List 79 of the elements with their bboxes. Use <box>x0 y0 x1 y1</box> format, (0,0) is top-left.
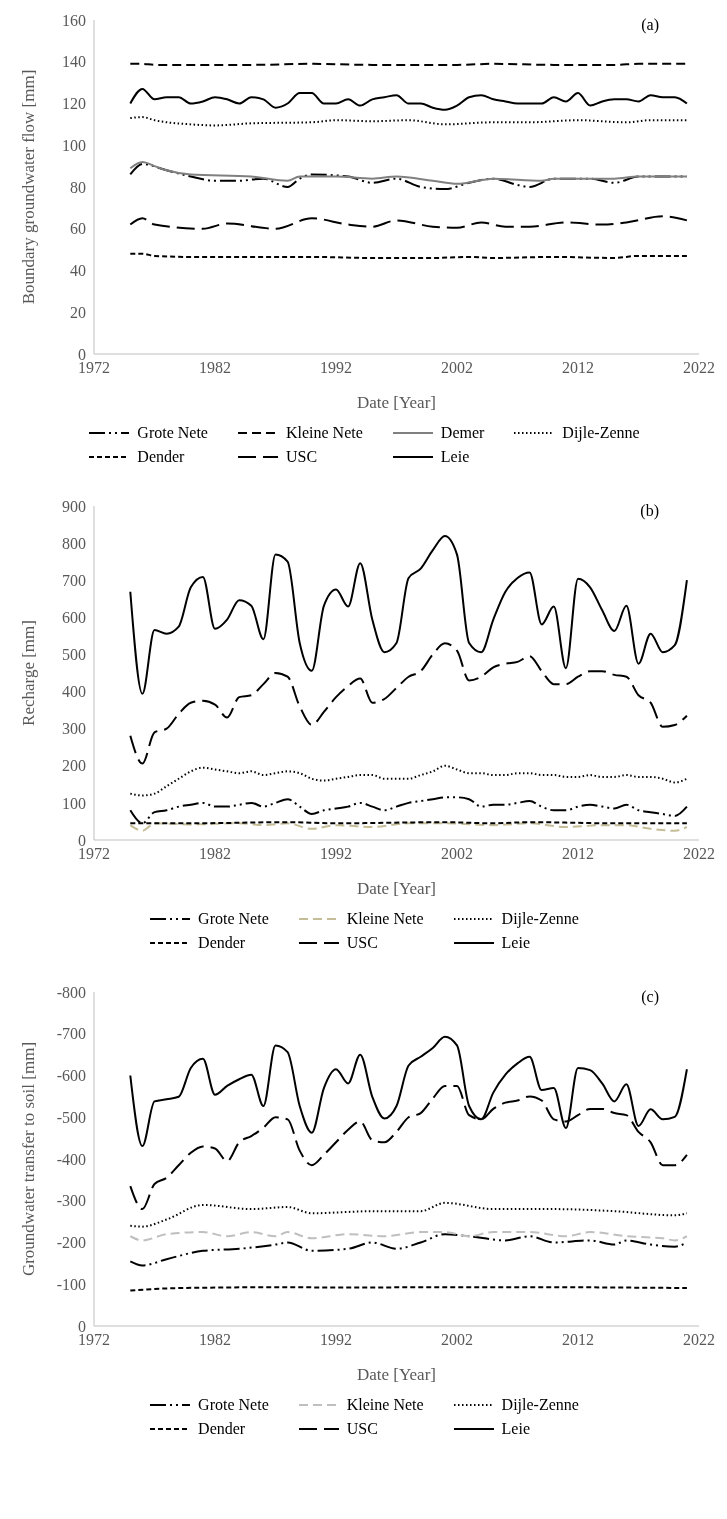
annotation: (c) <box>641 988 659 1006</box>
x-tick-label: 1982 <box>199 845 231 863</box>
x-axis-title: Date [Year] <box>357 1365 436 1384</box>
line-series <box>129 822 688 832</box>
legend-label: Dender <box>198 934 246 952</box>
legend-label: USC <box>346 934 378 952</box>
y-tick-label: -100 <box>56 1275 86 1293</box>
legend-label: Kleine Nete <box>346 1396 424 1414</box>
legend-label: Grote Nete <box>198 910 269 928</box>
y-tick-label: 100 <box>62 794 86 812</box>
x-tick-label: 2022 <box>683 845 715 863</box>
legend-label: Kleine Nete <box>285 424 363 442</box>
y-tick-label: 700 <box>62 571 86 589</box>
y-tick-label: 160 <box>62 11 86 29</box>
x-tick-label: 2002 <box>441 845 473 863</box>
y-axis-title: Recharge [mm] <box>19 620 39 726</box>
x-axis-title: Date [Year] <box>357 879 436 898</box>
line-series <box>129 642 688 765</box>
y-tick-label: 600 <box>62 609 86 627</box>
y-tick-label: 140 <box>62 53 86 71</box>
legend-label: USC <box>285 448 318 466</box>
x-tick-label: 2012 <box>562 845 594 863</box>
legend-label: Dijle-Zenne <box>501 1396 579 1414</box>
y-tick-label: 200 <box>62 757 86 775</box>
y-tick-label: 40 <box>70 262 86 280</box>
line-series <box>129 764 688 797</box>
line-series <box>129 116 688 127</box>
y-tick-label: 300 <box>62 720 86 738</box>
y-tick-label: -200 <box>56 1234 86 1252</box>
y-tick-label: 120 <box>62 95 86 113</box>
y-tick-label: -800 <box>56 983 86 1001</box>
line-series <box>129 1201 688 1228</box>
x-tick-label: 2002 <box>441 359 473 377</box>
legend-label: Dender <box>137 448 185 466</box>
legend-label: Dijle-Zenne <box>501 910 579 928</box>
x-tick-label: 2012 <box>562 359 594 377</box>
x-tick-label: 2002 <box>441 1331 473 1349</box>
legend-label: Kleine Nete <box>346 910 424 928</box>
y-tick-label: 800 <box>62 534 86 552</box>
x-tick-label: 1992 <box>320 845 352 863</box>
x-tick-label: 2012 <box>562 1331 594 1349</box>
legend-label: Grote Nete <box>198 1396 269 1414</box>
x-tick-label: 2022 <box>683 1331 715 1349</box>
y-tick-label: 20 <box>70 303 86 321</box>
legend-label: Dender <box>198 1420 246 1438</box>
y-axis-title: Boundary groundwater flow [mm] <box>19 69 39 305</box>
y-tick-label: 60 <box>70 220 86 238</box>
legend-label: Grote Nete <box>137 424 208 442</box>
y-tick-label: 400 <box>62 683 86 701</box>
y-tick-label: -600 <box>56 1067 86 1085</box>
legend-label: Demer <box>440 424 485 442</box>
line-series <box>129 87 688 111</box>
y-tick-label: -400 <box>56 1150 86 1168</box>
y-tick-label: -700 <box>56 1025 86 1043</box>
line-series <box>129 1231 688 1242</box>
legend-label: Leie <box>440 448 470 466</box>
y-tick-label: 100 <box>62 136 86 154</box>
line-series <box>129 535 688 695</box>
x-tick-label: 1992 <box>320 1331 352 1349</box>
y-tick-label: 80 <box>70 178 86 196</box>
annotation: (b) <box>640 502 659 520</box>
line-series <box>129 215 688 230</box>
line-series <box>129 160 688 185</box>
y-tick-label: 500 <box>62 646 86 664</box>
line-series <box>129 796 688 825</box>
annotation: (a) <box>641 16 659 34</box>
x-tick-label: 1992 <box>320 359 352 377</box>
x-axis-title: Date [Year] <box>357 393 436 412</box>
x-tick-label: 2022 <box>683 359 715 377</box>
x-tick-label: 1982 <box>199 359 231 377</box>
x-tick-label: 1982 <box>199 1331 231 1349</box>
legend-label: USC <box>346 1420 378 1438</box>
legend-label: Leie <box>501 1420 531 1438</box>
legend-label: Dijle-Zenne <box>562 424 640 442</box>
y-tick-label: -500 <box>56 1108 86 1126</box>
y-tick-label: 900 <box>62 497 86 515</box>
y-tick-label: -300 <box>56 1192 86 1210</box>
y-axis-title: Groundwater transfer to soil [mm] <box>19 1041 39 1277</box>
legend-label: Leie <box>501 934 531 952</box>
